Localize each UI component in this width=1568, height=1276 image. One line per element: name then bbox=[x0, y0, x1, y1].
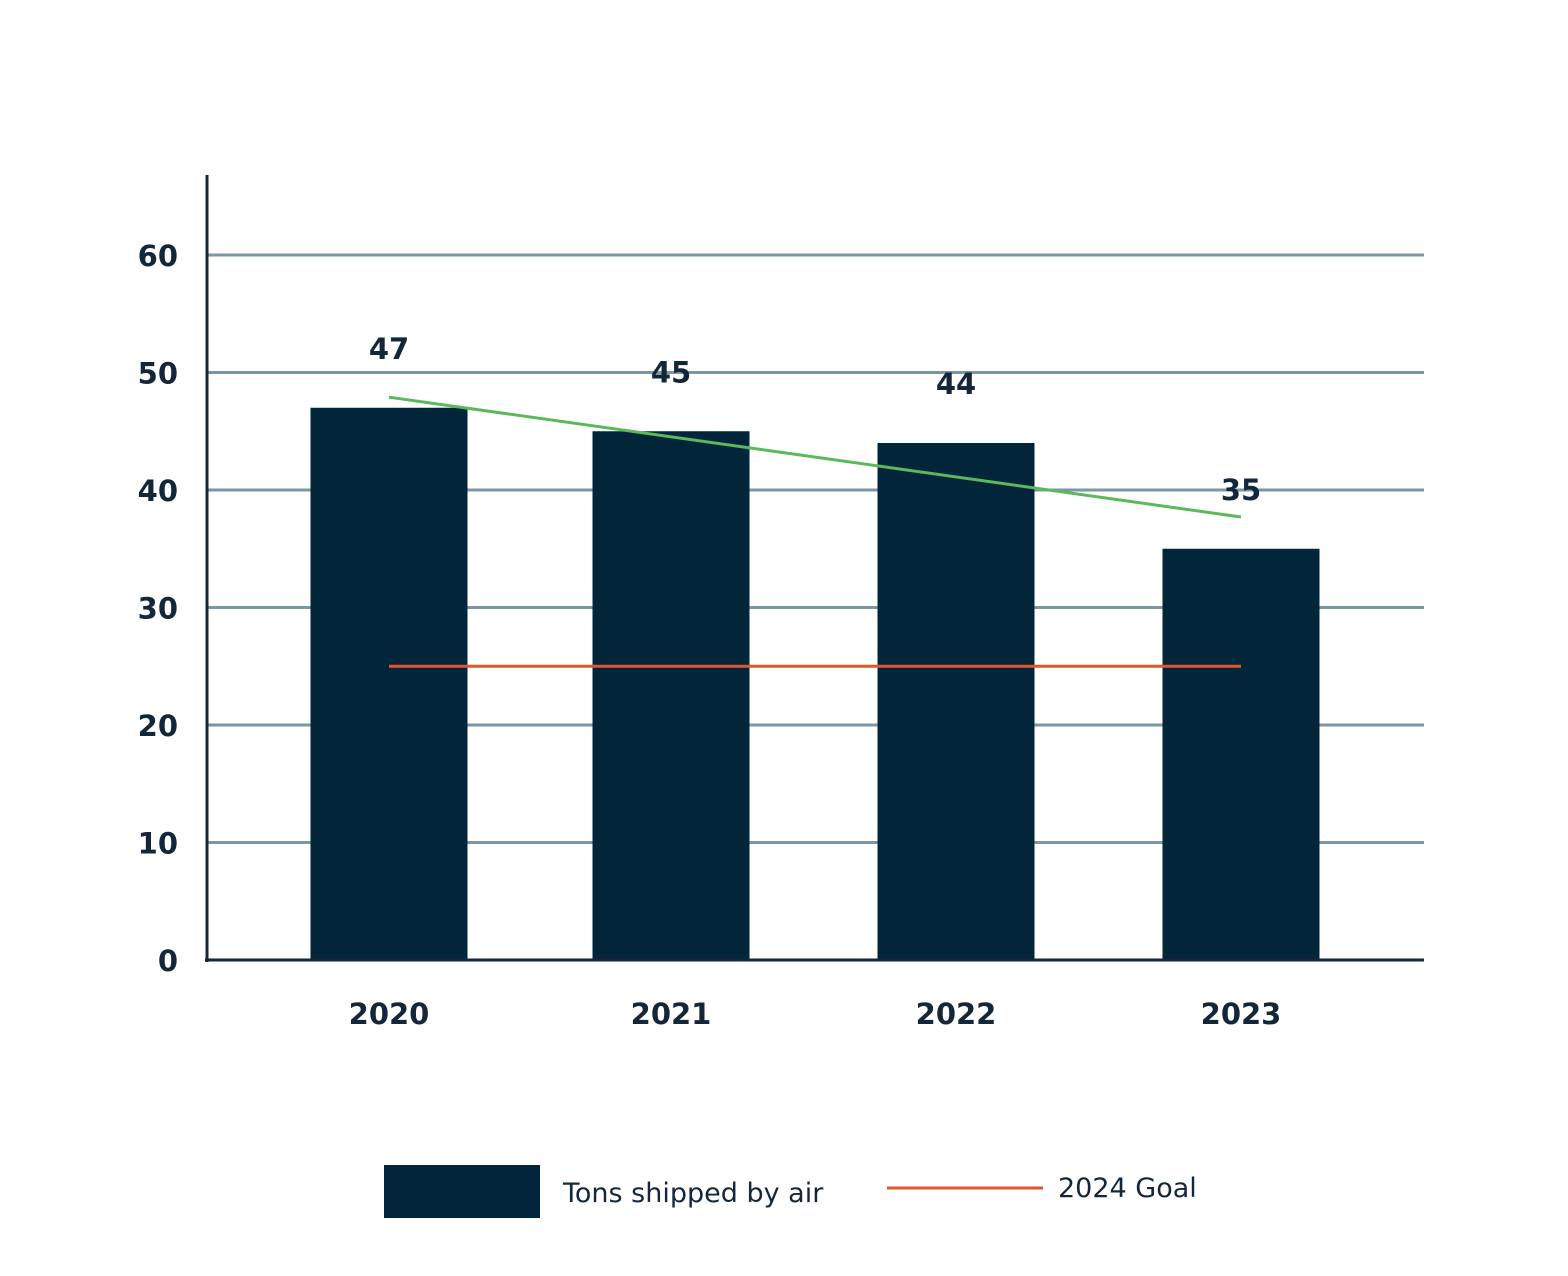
data-label-2023: 35 bbox=[1221, 473, 1261, 507]
data-label-2021: 45 bbox=[651, 355, 691, 389]
y-tick-label-30: 30 bbox=[138, 592, 178, 626]
legend-bar-label: Tons shipped by air bbox=[562, 1178, 824, 1209]
y-tick-labels: 0 10 20 30 40 50 60 bbox=[138, 239, 178, 978]
bar-2022 bbox=[877, 443, 1035, 960]
x-tick-label-2020: 2020 bbox=[349, 997, 430, 1031]
bar-2021 bbox=[592, 431, 750, 960]
trend-line bbox=[388, 395, 1242, 519]
y-tick-label-50: 50 bbox=[138, 357, 178, 391]
bar-2020 bbox=[310, 407, 468, 960]
y-tick-label-60: 60 bbox=[138, 239, 178, 273]
legend-bar-swatch bbox=[384, 1165, 540, 1218]
legend: Tons shipped by air 2024 Goal bbox=[384, 1165, 1197, 1218]
bars bbox=[310, 407, 1320, 960]
x-tick-labels: 2020 2021 2022 2023 bbox=[349, 997, 1282, 1031]
trend-line-group bbox=[388, 395, 1242, 519]
bar-2023 bbox=[1162, 548, 1320, 960]
data-labels: 47 45 44 35 bbox=[369, 332, 1261, 507]
y-tick-label-40: 40 bbox=[138, 474, 178, 508]
x-tick-label-2022: 2022 bbox=[916, 997, 997, 1031]
axes bbox=[205, 175, 1424, 962]
data-label-2020: 47 bbox=[369, 332, 409, 366]
x-tick-label-2023: 2023 bbox=[1201, 997, 1282, 1031]
x-tick-label-2021: 2021 bbox=[631, 997, 712, 1031]
legend-goal-label: 2024 Goal bbox=[1058, 1173, 1197, 1204]
data-label-2022: 44 bbox=[936, 367, 976, 401]
y-tick-label-0: 0 bbox=[158, 944, 178, 978]
y-tick-label-10: 10 bbox=[138, 827, 178, 861]
y-tick-label-20: 20 bbox=[138, 709, 178, 743]
